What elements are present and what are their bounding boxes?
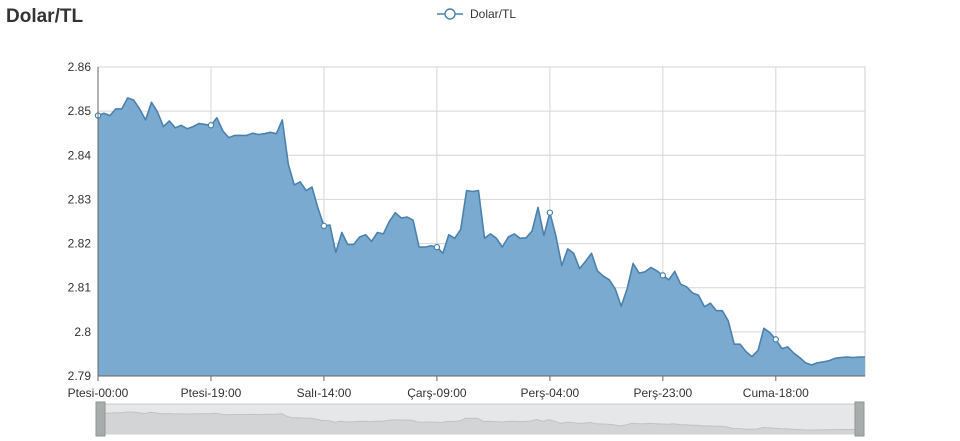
x-tick-label: Perş-04:00 [521, 386, 580, 400]
legend[interactable]: Dolar/TL [437, 7, 516, 21]
x-tick-label: Çarş-09:00 [407, 386, 467, 400]
navigator[interactable] [95, 401, 865, 437]
axes: 2.86 2.85 2.84 2.83 2.82 2.81 2.8 2.79 Ptesi-00:… [68, 60, 865, 400]
series-line [97, 97, 865, 366]
navigator-handle-left[interactable] [95, 401, 106, 437]
x-tick-label: Ptesi-00:00 [68, 386, 129, 400]
y-tick-label: 2.85 [68, 104, 92, 118]
navigator-handle-right[interactable] [854, 401, 865, 437]
y-tick-label: 2.8 [74, 325, 91, 339]
x-tick-label: Salı-14:00 [297, 386, 352, 400]
x-tick-label: Perş-23:00 [633, 386, 692, 400]
y-tick-label: 2.82 [68, 237, 92, 251]
navigator-series-fill [97, 412, 864, 434]
data-point-marker [207, 122, 215, 129]
legend-label: Dolar/TL [470, 7, 516, 21]
y-tick-label: 2.83 [68, 192, 92, 206]
y-tick-label: 2.79 [68, 369, 92, 383]
legend-swatch-marker [444, 8, 456, 20]
page-title: Dolar/TL [6, 6, 84, 27]
data-point-marker [320, 222, 328, 230]
series-area-fill [98, 97, 865, 377]
data-point-marker [659, 272, 667, 279]
y-tick-label: 2.86 [68, 60, 92, 74]
x-tick-label: Ptesi-19:00 [181, 386, 242, 400]
y-tick-label: 2.84 [68, 148, 92, 162]
data-point-marker [433, 243, 441, 251]
y-tick-label: 2.81 [68, 281, 92, 295]
x-tick-label: Cuma-18:00 [743, 386, 809, 400]
data-point-marker [546, 209, 554, 216]
series-area [94, 97, 865, 377]
navigator-series-line [96, 411, 864, 431]
navigator-selection [97, 404, 864, 434]
data-point-marker [772, 336, 780, 343]
